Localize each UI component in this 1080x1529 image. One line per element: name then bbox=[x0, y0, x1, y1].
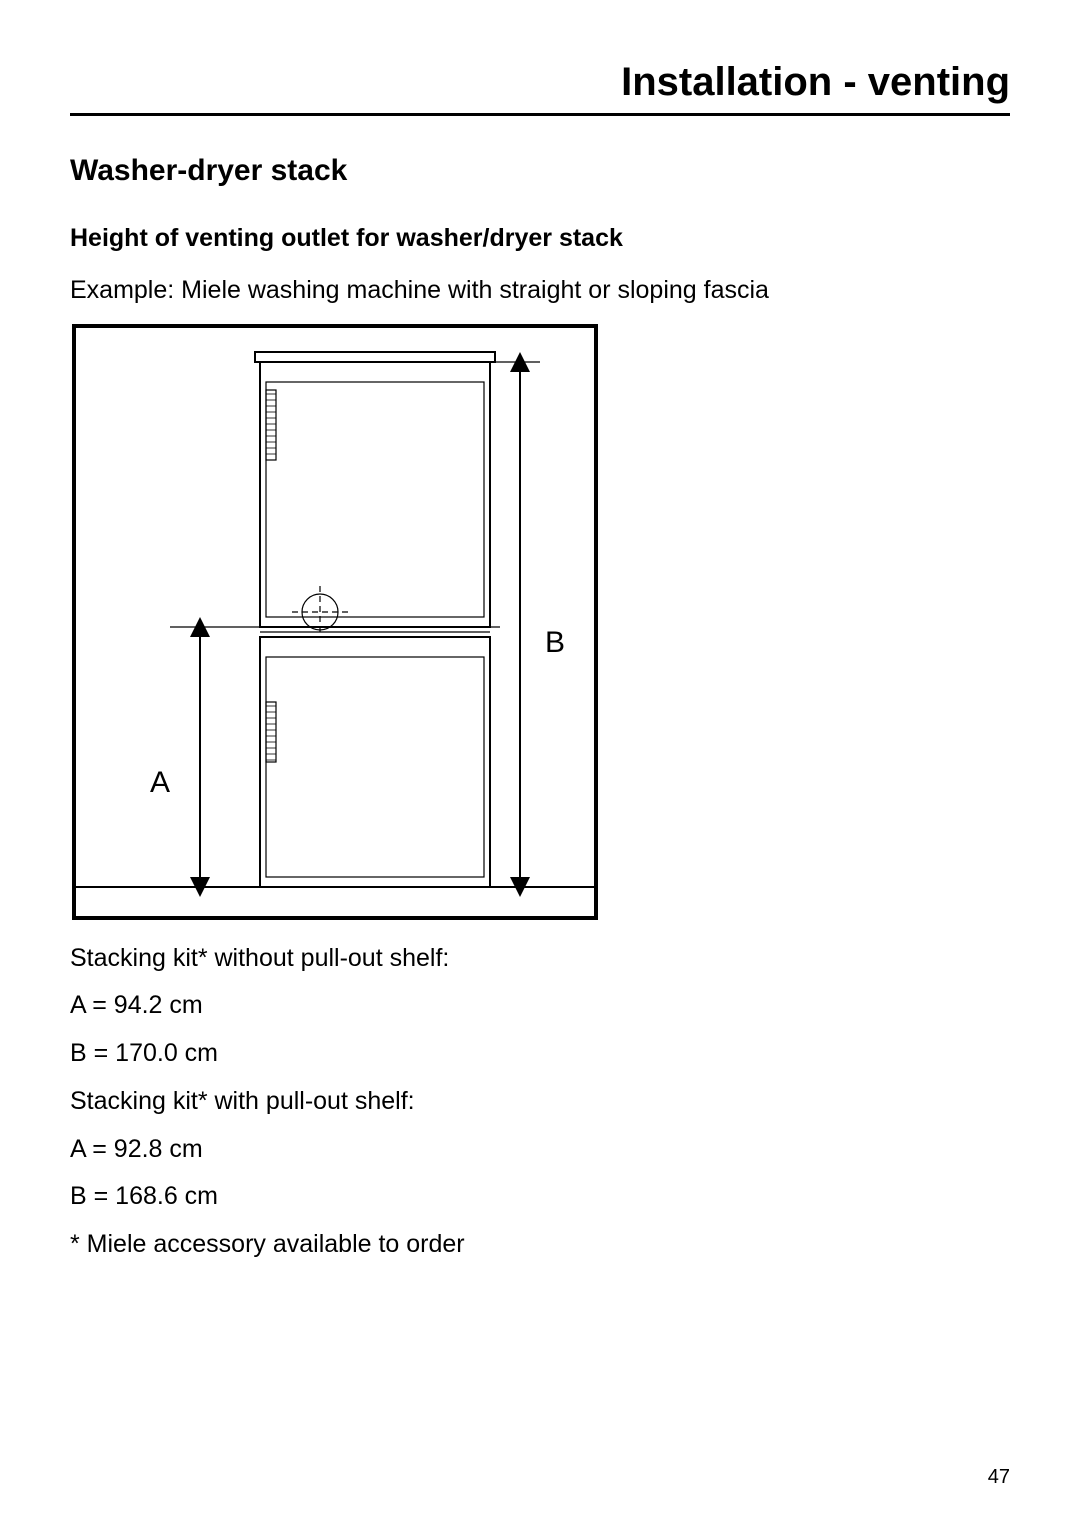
washer-dryer-diagram: AB bbox=[70, 322, 600, 922]
subsection-heading: Height of venting outlet for washer/drye… bbox=[70, 222, 1010, 256]
page: Installation - venting Washer-dryer stac… bbox=[0, 0, 1080, 1529]
svg-text:A: A bbox=[150, 766, 170, 799]
kit1-b: B = 170.0 cm bbox=[70, 1037, 1010, 1071]
kit1-label: Stacking kit* without pull-out shelf: bbox=[70, 942, 1010, 976]
svg-text:B: B bbox=[545, 626, 565, 659]
diagram-svg: AB bbox=[70, 322, 600, 922]
page-title: Installation - venting bbox=[70, 60, 1010, 116]
section-heading: Washer-dryer stack bbox=[70, 154, 1010, 188]
kit2-a: A = 92.8 cm bbox=[70, 1133, 1010, 1167]
kit2-label: Stacking kit* with pull-out shelf: bbox=[70, 1085, 1010, 1119]
kit2-b: B = 168.6 cm bbox=[70, 1180, 1010, 1214]
kit1-a: A = 94.2 cm bbox=[70, 989, 1010, 1023]
page-number: 47 bbox=[988, 1466, 1010, 1489]
footnote: * Miele accessory available to order bbox=[70, 1228, 1010, 1262]
example-text: Example: Miele washing machine with stra… bbox=[70, 274, 1010, 308]
